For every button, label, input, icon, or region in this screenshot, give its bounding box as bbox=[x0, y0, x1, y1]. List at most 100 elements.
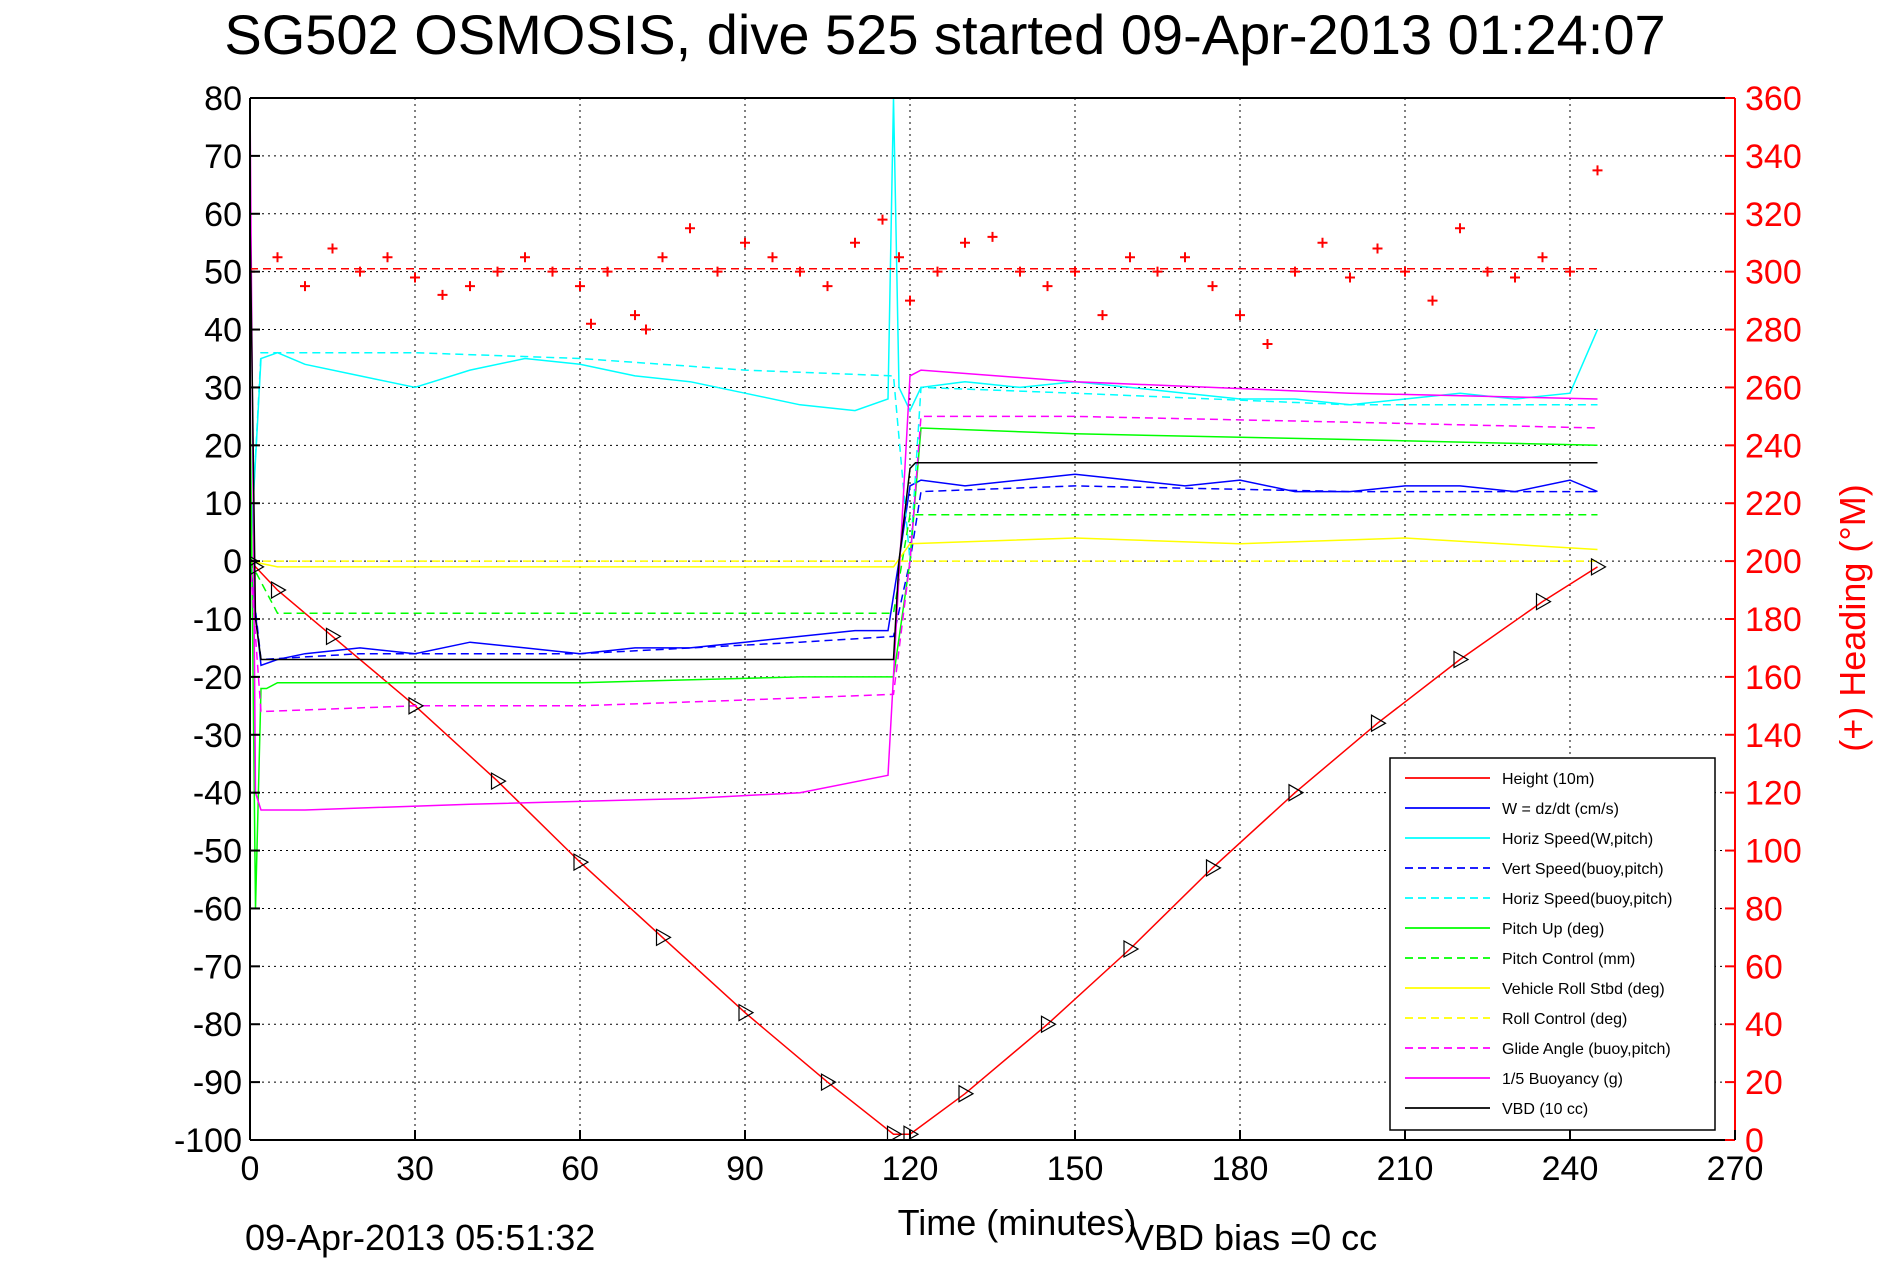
height-marker bbox=[1288, 783, 1305, 802]
heading-point bbox=[1592, 165, 1603, 176]
heading-point bbox=[382, 252, 393, 263]
series-4-line bbox=[250, 351, 1598, 562]
heading-point bbox=[465, 281, 475, 292]
series-3-line bbox=[250, 485, 1598, 661]
height-marker bbox=[1370, 714, 1387, 733]
x-tick-label: 240 bbox=[1542, 1150, 1599, 1188]
x-tick-label: 180 bbox=[1212, 1150, 1269, 1188]
y-tick-label: -60 bbox=[193, 890, 242, 928]
y2-tick-label: 320 bbox=[1745, 196, 1802, 234]
x-tick-label: 60 bbox=[561, 1150, 599, 1188]
height-marker bbox=[1205, 858, 1222, 877]
height-marker bbox=[1040, 1015, 1057, 1034]
height-marker bbox=[655, 928, 672, 947]
height-marker bbox=[958, 1084, 975, 1103]
height-marker bbox=[270, 581, 287, 600]
x-axis-title: Time (minutes) bbox=[898, 1202, 1137, 1243]
height-marker bbox=[1590, 557, 1607, 576]
legend-entry: Vert Speed(buoy,pitch) bbox=[1502, 861, 1664, 878]
heading-point bbox=[1207, 281, 1218, 292]
series-layer bbox=[250, 98, 1607, 1140]
series-6-line bbox=[250, 514, 1598, 614]
heading-point bbox=[850, 237, 860, 248]
heading-point bbox=[767, 252, 778, 263]
height-marker bbox=[325, 627, 342, 646]
heading-point bbox=[657, 252, 668, 263]
height-marker bbox=[1535, 592, 1552, 611]
y-tick-label: 0 bbox=[223, 543, 242, 581]
y-tick-label: 10 bbox=[204, 485, 242, 523]
y-tick-label: 70 bbox=[204, 138, 242, 176]
heading-point bbox=[410, 272, 420, 283]
y2-tick-label: 80 bbox=[1745, 890, 1783, 928]
tick-labels: 80706050403020100-10-20-30-40-50-60-70-8… bbox=[174, 80, 1802, 1188]
y2-tick-label: 280 bbox=[1745, 312, 1802, 350]
series-2-line bbox=[250, 98, 1599, 562]
y-tick-label: -10 bbox=[193, 601, 242, 639]
height-marker bbox=[573, 853, 590, 872]
legend-entry: Vehicle Roll Stbd (deg) bbox=[1502, 981, 1665, 998]
legend-entry: Pitch Control (mm) bbox=[1502, 951, 1635, 968]
heading-point bbox=[877, 214, 888, 225]
y2-tick-label: 160 bbox=[1745, 659, 1802, 697]
heading-point bbox=[300, 281, 310, 292]
chart-title: SG502 OSMOSIS, dive 525 started 09-Apr-2… bbox=[224, 3, 1665, 66]
height-marker bbox=[738, 1003, 755, 1022]
heading-point bbox=[327, 243, 338, 254]
heading-point bbox=[586, 318, 596, 329]
heading-point bbox=[1042, 281, 1053, 292]
heading-point bbox=[1427, 295, 1438, 306]
y2-tick-label: 20 bbox=[1745, 1064, 1783, 1102]
y2-axis-title: (+) Heading (°M) bbox=[1832, 484, 1873, 751]
x-tick-label: 210 bbox=[1377, 1150, 1434, 1188]
legend-box bbox=[1389, 757, 1716, 1131]
heading-point bbox=[1180, 252, 1190, 263]
y2-tick-label: 300 bbox=[1745, 254, 1802, 292]
heading-point bbox=[932, 266, 943, 277]
y2-tick-label: 220 bbox=[1745, 485, 1802, 523]
footer-timestamp: 09-Apr-2013 05:51:32 bbox=[245, 1217, 595, 1258]
y-tick-label: 30 bbox=[204, 369, 242, 407]
height-marker bbox=[886, 1125, 903, 1140]
heading-point bbox=[1262, 339, 1273, 350]
x-tick-label: 90 bbox=[726, 1150, 764, 1188]
y2-tick-label: 360 bbox=[1745, 80, 1802, 118]
y-tick-label: -20 bbox=[193, 659, 242, 697]
y-tick-label: -50 bbox=[193, 833, 242, 871]
x-tick-label: 120 bbox=[882, 1150, 939, 1188]
legend-entry: Horiz Speed(W,pitch) bbox=[1502, 831, 1653, 848]
y-tick-label: 60 bbox=[204, 196, 242, 234]
y-tick-label: -90 bbox=[193, 1064, 242, 1102]
height-marker bbox=[490, 772, 507, 791]
height-marker bbox=[250, 558, 265, 576]
y-tick-label: 20 bbox=[204, 427, 242, 465]
legend-entry: 1/5 Buoyancy (g) bbox=[1502, 1071, 1623, 1088]
heading-point bbox=[740, 237, 750, 248]
series-7-line bbox=[250, 537, 1598, 568]
heading-point bbox=[1372, 243, 1383, 254]
legend-entry: Horiz Speed(buoy,pitch) bbox=[1502, 891, 1672, 908]
heading-point bbox=[630, 310, 640, 321]
heading-point bbox=[437, 289, 448, 300]
heading-point bbox=[1537, 252, 1548, 263]
legend: Height (10m) W = dz/dt (cm/s) Horiz Speed(… bbox=[1389, 757, 1716, 1131]
height-marker bbox=[408, 696, 425, 715]
y2-tick-label: 60 bbox=[1745, 948, 1783, 986]
y-tick-label: -70 bbox=[193, 948, 242, 986]
heading-point bbox=[272, 252, 283, 263]
x-tick-label: 150 bbox=[1047, 1150, 1104, 1188]
series-10-line bbox=[250, 98, 1598, 811]
heading-point bbox=[685, 223, 695, 234]
series-9-line bbox=[250, 415, 1598, 713]
series-11-line bbox=[250, 213, 1598, 661]
legend-entry: W = dz/dt (cm/s) bbox=[1502, 801, 1619, 818]
y2-tick-label: 240 bbox=[1745, 427, 1802, 465]
y-tick-label: -100 bbox=[174, 1122, 242, 1160]
y-tick-label: -30 bbox=[193, 717, 242, 755]
heading-point bbox=[894, 252, 904, 263]
heading-point bbox=[1400, 266, 1410, 277]
y2-tick-label: 180 bbox=[1745, 601, 1802, 639]
legend-entry: Pitch Up (deg) bbox=[1502, 921, 1604, 938]
y2-tick-label: 0 bbox=[1745, 1122, 1764, 1160]
y2-tick-label: 140 bbox=[1745, 717, 1802, 755]
